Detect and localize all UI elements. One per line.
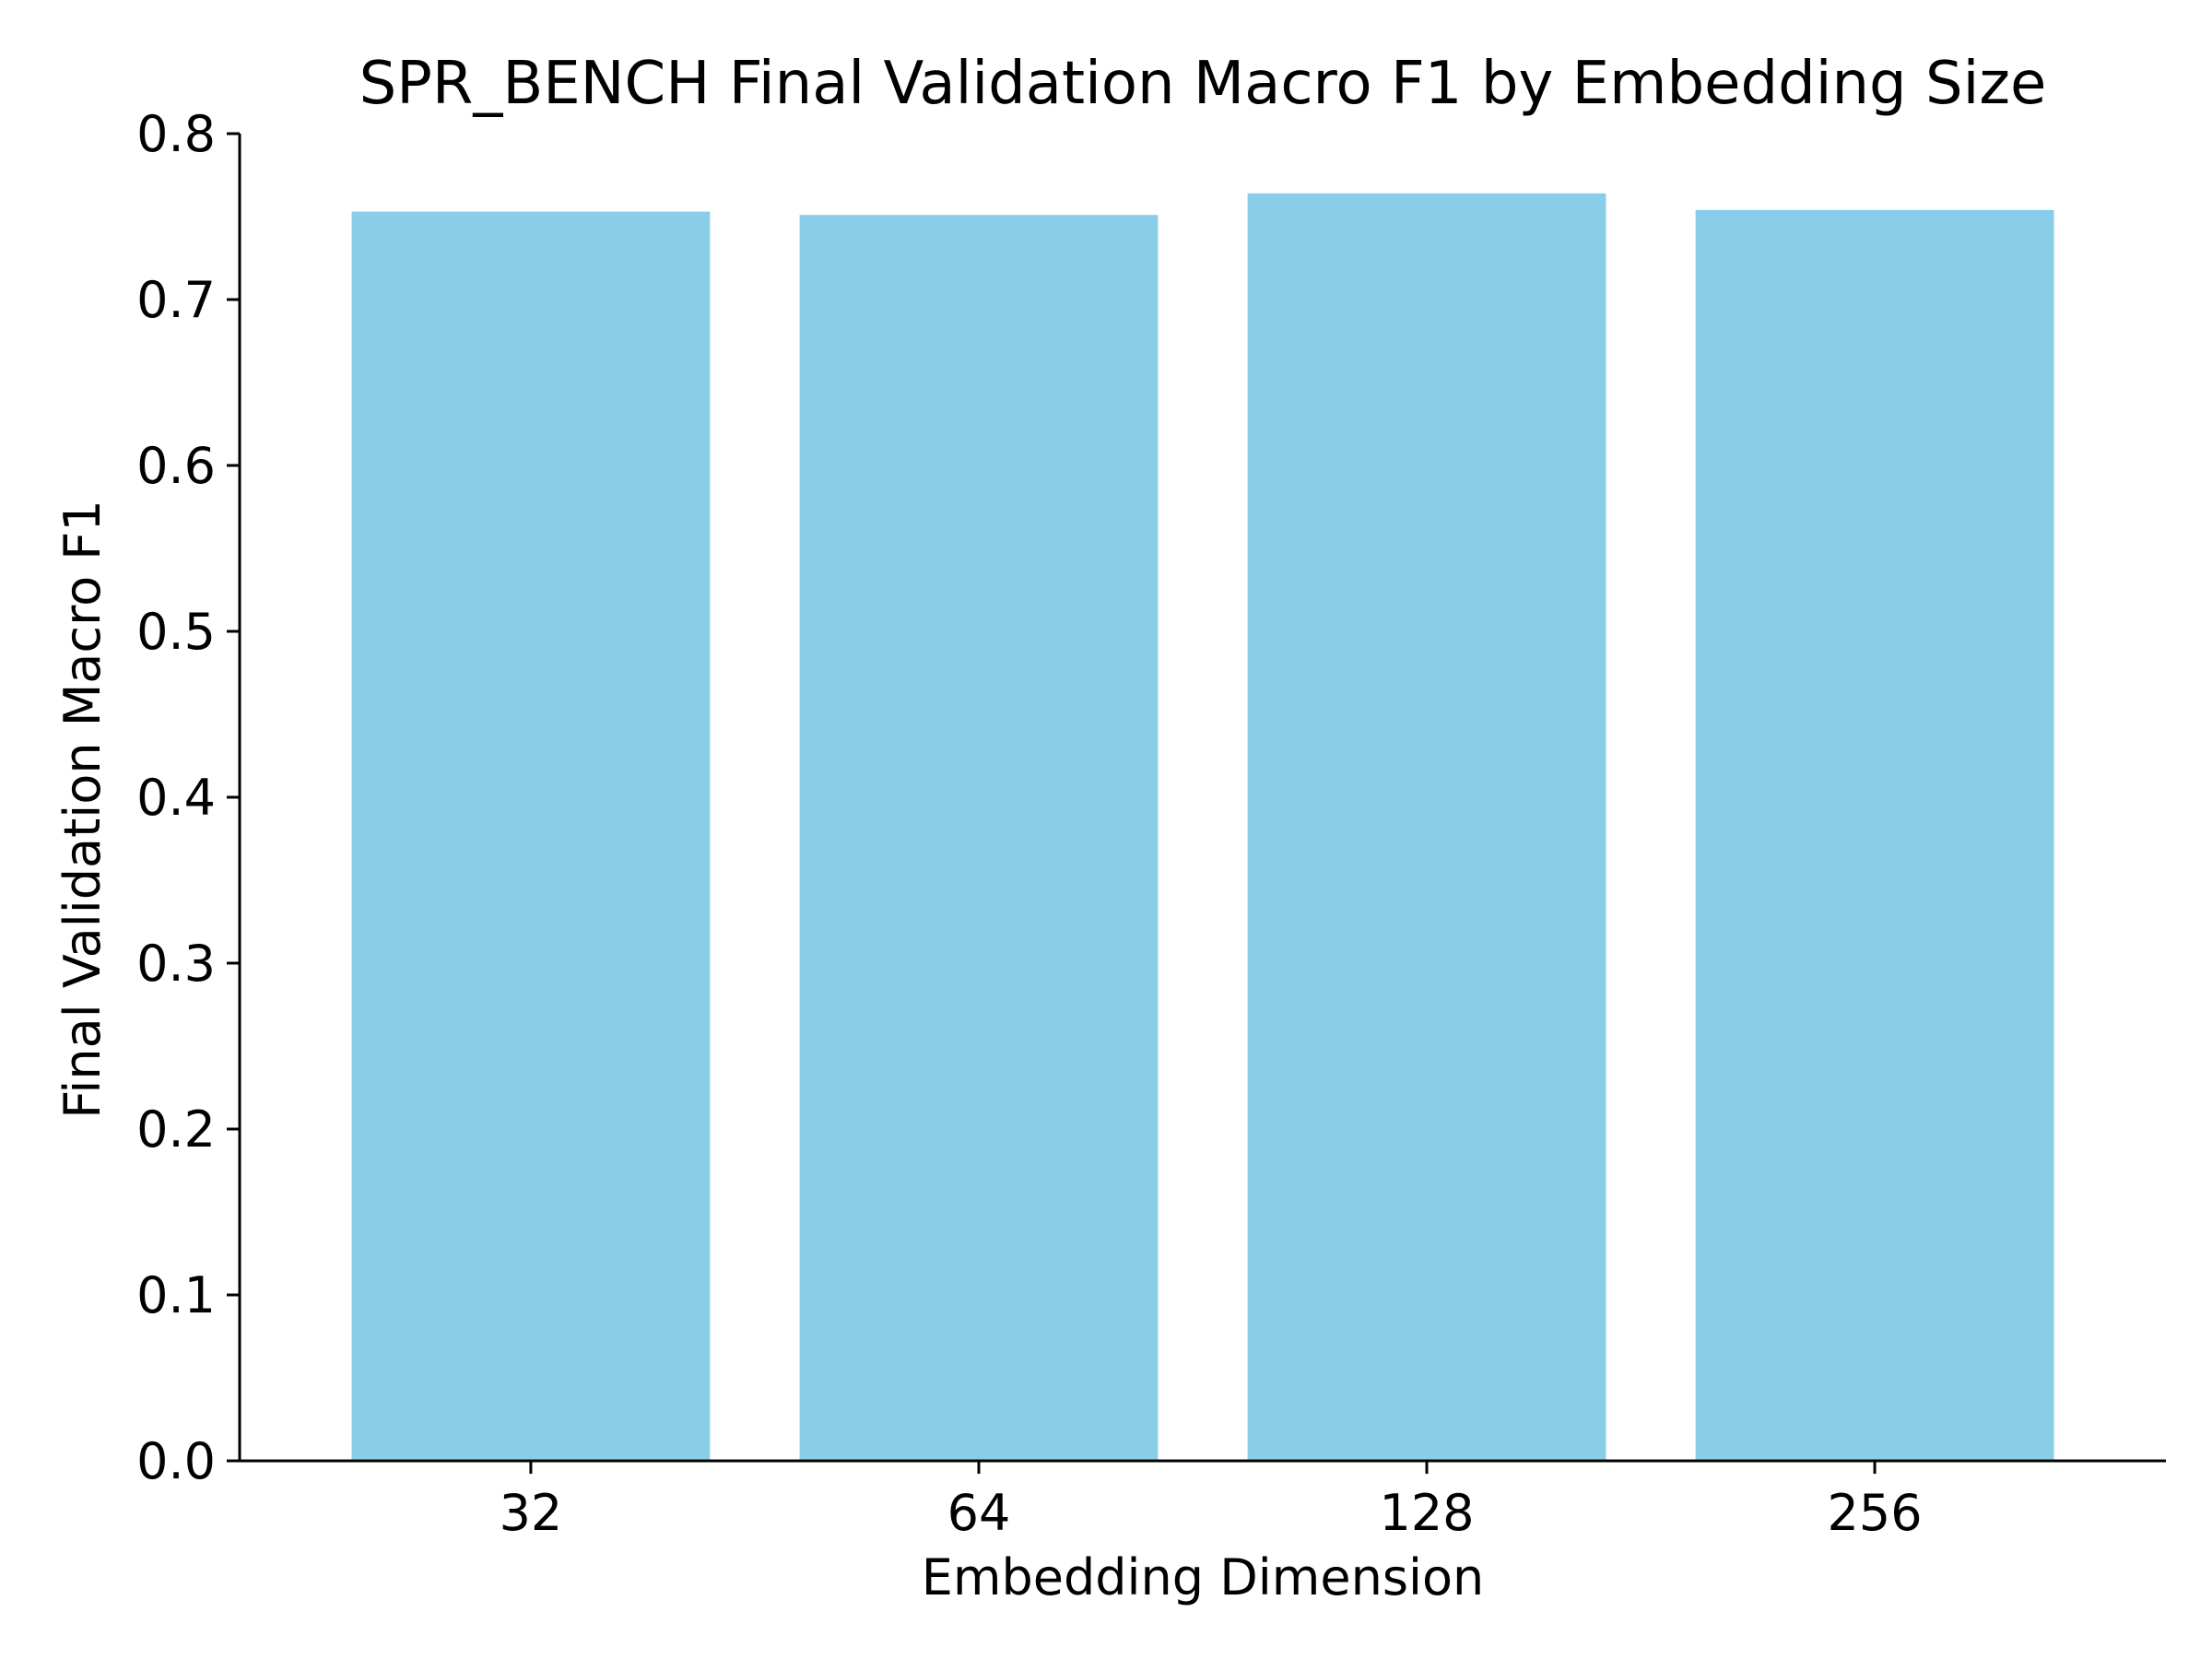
- y-tick-label-1: 0.1: [136, 1266, 216, 1324]
- y-tick-label-8: 0.8: [136, 105, 216, 163]
- chart-title: SPR_BENCH Final Validation Macro F1 by E…: [359, 50, 2047, 118]
- y-tick-label-2: 0.2: [136, 1100, 216, 1159]
- y-tick-label-5: 0.5: [136, 603, 216, 661]
- x-axis: 32 64 128 256: [240, 1459, 2166, 1542]
- y-tick-label-3: 0.3: [136, 935, 216, 993]
- bar-256: [1695, 209, 2054, 1461]
- x-tick-label-128: 128: [1379, 1484, 1474, 1542]
- y-tick-label-7: 0.7: [136, 271, 216, 329]
- y-tick-label-0: 0.0: [136, 1432, 216, 1490]
- bar-128: [1247, 193, 1606, 1461]
- x-tick-label-32: 32: [500, 1484, 563, 1542]
- x-axis-label: Embedding Dimension: [922, 1548, 1484, 1606]
- bars-group: [351, 193, 2054, 1462]
- y-axis-label: Final Validation Macro F1: [53, 500, 112, 1118]
- bar-64: [799, 215, 1159, 1462]
- bar-32: [351, 211, 711, 1462]
- x-tick-label-64: 64: [947, 1484, 1011, 1542]
- y-tick-label-6: 0.6: [136, 437, 216, 495]
- x-tick-label-256: 256: [1828, 1484, 1923, 1542]
- y-axis: 0.0 0.1 0.2 0.3 0.4 0.5 0.6 0.7 0.8: [136, 105, 241, 1490]
- y-tick-label-4: 0.4: [136, 769, 216, 827]
